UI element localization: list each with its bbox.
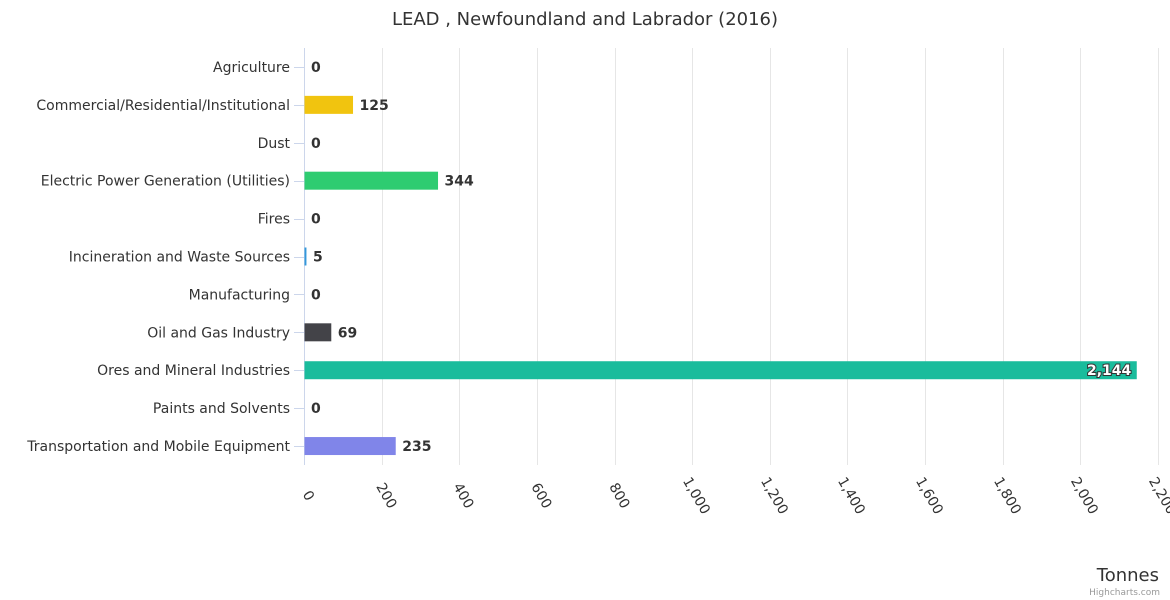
bar[interactable]	[304, 361, 1137, 380]
data-label: 344	[445, 174, 474, 190]
x-axis-title: Tonnes	[1096, 565, 1159, 586]
data-label: 0	[311, 212, 321, 228]
category-label: Electric Power Generation (Utilities)	[41, 174, 290, 190]
category-label: Fires	[258, 212, 290, 228]
category-label: Ores and Mineral Industries	[97, 363, 290, 379]
bar[interactable]	[304, 437, 396, 456]
category-label: Paints and Solvents	[153, 401, 290, 417]
category-label: Incineration and Waste Sources	[69, 250, 290, 266]
data-label: 125	[360, 98, 389, 114]
category-label: Transportation and Mobile Equipment	[26, 439, 290, 455]
category-label: Manufacturing	[189, 287, 290, 303]
data-label: 69	[338, 325, 357, 341]
bar[interactable]	[304, 171, 439, 190]
bar[interactable]	[304, 95, 354, 114]
category-label: Agriculture	[213, 60, 290, 76]
data-label: 0	[311, 401, 321, 417]
data-label: 2,144	[1087, 363, 1132, 379]
bar[interactable]	[304, 247, 307, 266]
data-label: 0	[311, 60, 321, 76]
credits-link[interactable]: Highcharts.com	[1089, 588, 1160, 598]
data-label: 5	[313, 250, 323, 266]
category-label: Commercial/Residential/Institutional	[36, 98, 290, 114]
category-label: Oil and Gas Industry	[147, 325, 290, 341]
data-labels: 0 125 0 344 0 5 0 69 2,144 0 235	[311, 60, 1133, 455]
category-labels: Agriculture Commercial/Residential/Instit…	[26, 60, 290, 455]
data-label: 235	[402, 439, 431, 455]
chart-title: LEAD , Newfoundland and Labrador (2016)	[392, 9, 778, 30]
data-label: 0	[311, 287, 321, 303]
category-label: Dust	[258, 136, 291, 152]
bars	[304, 95, 1137, 456]
bar[interactable]	[304, 323, 332, 342]
data-label: 0	[311, 136, 321, 152]
